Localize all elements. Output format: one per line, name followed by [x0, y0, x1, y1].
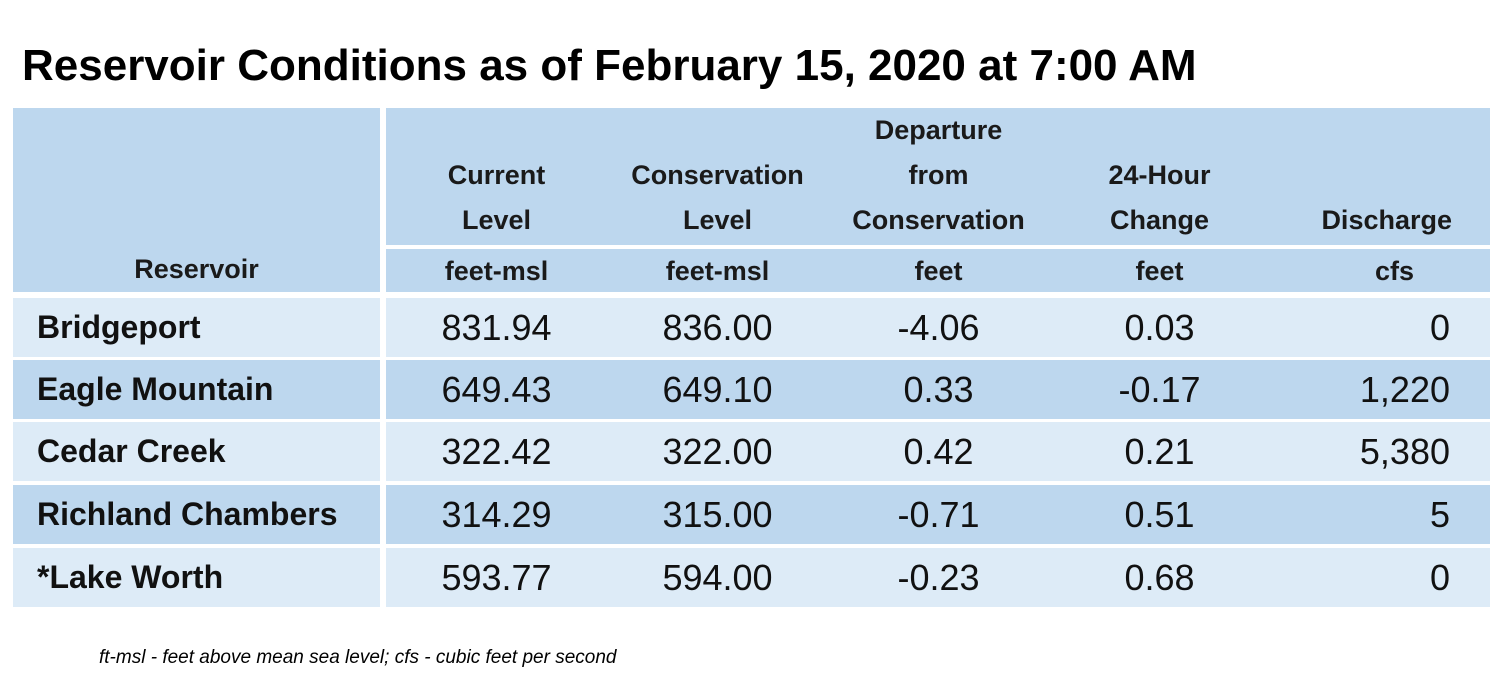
header-cell-current: Current Level: [386, 108, 607, 245]
conservation-level: 322.00: [607, 422, 828, 481]
table-row: Richland Chambers 314.29 315.00 -0.71 0.…: [13, 485, 1490, 544]
header-label-departure-2: from: [908, 160, 969, 190]
header-label-change-1: 24-Hour: [1108, 160, 1211, 190]
current-level: 831.94: [386, 298, 607, 357]
header-unit-cell-discharge: cfs: [1270, 249, 1490, 292]
current-level: 649.43: [386, 360, 607, 419]
header-unit-cell-change: feet: [1049, 249, 1270, 292]
header-label-reservoir: Reservoir: [134, 254, 259, 284]
header-label-departure-3: Conservation: [852, 205, 1025, 235]
header-label-conservation-2: Level: [682, 205, 753, 235]
header-unit-discharge: cfs: [1374, 256, 1414, 286]
table-row: Eagle Mountain 649.43 649.10 0.33 -0.17 …: [13, 360, 1490, 419]
header-unit-conservation: feet-msl: [665, 256, 770, 286]
discharge: 1,220: [1270, 360, 1490, 419]
table-header: Reservoir Current Level feet-msl Conserv…: [13, 108, 1490, 292]
discharge: 0: [1270, 548, 1490, 607]
departure: -0.23: [828, 548, 1049, 607]
change-24h: -0.17: [1049, 360, 1270, 419]
header-unit-change: feet: [1135, 256, 1184, 286]
discharge: 5,380: [1270, 422, 1490, 481]
header-label-conservation-1: Conservation: [631, 160, 804, 190]
header-unit-cell-conservation: feet-msl: [607, 249, 828, 292]
departure: 0.42: [828, 422, 1049, 481]
reservoir-name: Bridgeport: [13, 298, 380, 357]
header-unit-departure: feet: [914, 256, 963, 286]
change-24h: 0.03: [1049, 298, 1270, 357]
table-row: *Lake Worth 593.77 594.00 -0.23 0.68 0: [13, 548, 1490, 607]
header-label-current-1: Current: [447, 160, 546, 190]
header-cell-reservoir: Reservoir: [13, 108, 380, 292]
header-cell-discharge: Discharge: [1270, 108, 1490, 245]
departure: -4.06: [828, 298, 1049, 357]
conservation-level: 649.10: [607, 360, 828, 419]
header-label-departure-1: Departure: [874, 115, 1003, 145]
header-cell-departure: Departure from Conservation: [828, 108, 1049, 245]
current-level: 314.29: [386, 485, 607, 544]
discharge: 5: [1270, 485, 1490, 544]
header-label-discharge: Discharge: [1321, 205, 1452, 235]
header-unit-cell-departure: feet: [828, 249, 1049, 292]
header-label-change-2: Change: [1109, 205, 1209, 235]
reservoir-name: Cedar Creek: [13, 422, 380, 481]
conservation-level: 836.00: [607, 298, 828, 357]
departure: 0.33: [828, 360, 1049, 419]
conservation-level: 594.00: [607, 548, 828, 607]
header-cell-change: 24-Hour Change: [1049, 108, 1270, 245]
header-cell-conservation: Conservation Level: [607, 108, 828, 245]
reservoir-name: Eagle Mountain: [13, 360, 380, 419]
change-24h: 0.21: [1049, 422, 1270, 481]
change-24h: 0.68: [1049, 548, 1270, 607]
page-title: Reservoir Conditions as of February 15, …: [22, 41, 1197, 90]
conservation-level: 315.00: [607, 485, 828, 544]
header-label-current-2: Level: [461, 205, 532, 235]
header-unit-cell-current: feet-msl: [386, 249, 607, 292]
footnote: ft-msl - feet above mean sea level; cfs …: [99, 647, 617, 668]
discharge: 0: [1270, 298, 1490, 357]
current-level: 322.42: [386, 422, 607, 481]
departure: -0.71: [828, 485, 1049, 544]
table-row: Cedar Creek 322.42 322.00 0.42 0.21 5,38…: [13, 422, 1490, 481]
current-level: 593.77: [386, 548, 607, 607]
reservoir-name: *Lake Worth: [13, 548, 380, 607]
reservoir-name: Richland Chambers: [13, 485, 380, 544]
table-row: Bridgeport 831.94 836.00 -4.06 0.03 0: [13, 298, 1490, 357]
header-unit-current: feet-msl: [444, 256, 549, 286]
change-24h: 0.51: [1049, 485, 1270, 544]
